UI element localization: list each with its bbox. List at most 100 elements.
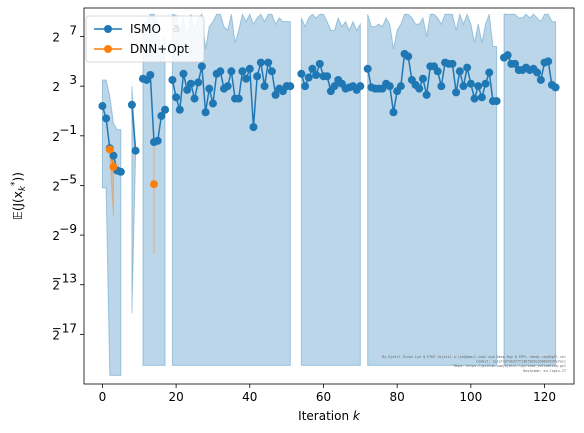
dnn-opt-point [105,145,114,154]
x-tick-label: 80 [390,390,405,404]
y-tick-exponent: −13 [52,272,77,286]
ismo-band-2 [142,13,166,366]
ismo-band-5 [367,12,498,366]
ismo-point [153,136,162,145]
legend: ISMO DNN+Opt [85,15,205,63]
ismo-point [131,146,140,155]
ismo-point [437,82,446,91]
ismo-point [396,82,405,91]
ismo-point [466,79,475,88]
ismo-point [238,67,247,76]
ismo-point [356,82,365,91]
x-tick-label: 100 [459,390,482,404]
ismo-point [404,52,413,61]
ismo-point [109,151,118,160]
ismo-point [312,71,321,80]
ismo-point [511,59,520,68]
ismo-point [433,67,442,76]
ismo-point [481,79,490,88]
ismo-point [194,78,203,87]
ismo-point [186,79,195,88]
ismo-point [470,94,479,103]
y-tick-label: 2 [52,31,60,45]
y-tick-label: 2 [52,279,60,293]
ismo-point [477,93,486,102]
ismo-point [315,59,324,68]
dnn-opt-point [150,180,158,189]
ismo-point [242,74,251,83]
ismo-point [452,88,461,97]
ismo-point [551,83,560,92]
ismo-point [116,167,125,176]
ismo-point [286,82,295,91]
ismo-point [415,84,424,93]
ismo-band-3 [171,12,291,366]
ismo-point [422,90,431,99]
y-tick-label: 2 [52,80,60,94]
ismo-point [485,68,494,77]
ismo-point [455,67,464,76]
y-tick-exponent: −1 [59,123,77,137]
ismo-point [201,108,210,117]
legend-marker [104,25,112,33]
watermark-line: Commit: 1e1ef43f9b3f7f13873b5e1b68b453fe… [476,360,566,364]
ismo-point [492,97,501,106]
x-tick-label: 40 [242,390,257,404]
watermark-line: Repo: https://github.com/kjetil-lye/isme… [454,364,566,368]
y-axis-label: 𝔼(J(xk*)) [10,172,28,220]
ismo-point [175,105,184,114]
watermark-line: Hostname: eu-login-27 [523,369,566,373]
ismo-point [190,94,199,103]
x-axis-ticks: 0 20 40 60 80 100 120 [99,384,556,404]
ismo-point [146,71,155,80]
plot-frame [83,7,575,385]
ismo-point [168,75,177,84]
ismo-point [267,67,276,76]
y-tick-exponent: 7 [69,24,77,38]
ismo-point [544,57,553,66]
y-tick-exponent: 3 [69,73,77,87]
ismo-line-1 [131,104,137,151]
x-axis-label-k: k [353,409,361,423]
ismo-point [98,102,107,111]
y-tick-label: 2 [52,179,60,193]
y-tick-label: 2 [52,229,60,243]
ismo-point [385,82,394,91]
ismo-point [197,62,206,71]
ismo-point [172,93,181,102]
x-tick-label: 0 [99,390,107,404]
ismo-point [234,94,243,103]
ismo-point [271,90,280,99]
ismo-point [157,111,166,120]
ismo-point [448,59,457,68]
series-points [98,49,560,189]
ismo-band-4 [300,13,361,366]
ismo-point [102,114,111,123]
y-tick-exponent: −9 [59,222,77,236]
ismo-point [256,58,265,67]
ismo-point [308,64,317,73]
y-tick-exponent: −5 [59,172,77,186]
ismo-point [264,58,273,67]
ismo-point [208,99,217,108]
y-axis-label-superscript: * [10,181,20,186]
ismo-point [161,105,170,114]
legend-box [85,15,205,63]
y-axis-label-subscript: k [18,185,28,191]
ismo-point [223,82,232,91]
ismo-band-0 [101,79,122,376]
ismo-point [503,51,512,60]
ismo-point [183,85,192,94]
ismo-point [253,72,262,81]
ismo-band-6 [503,13,557,366]
ismo-point [418,74,427,83]
ismo-point [533,68,542,77]
x-tick-label: 20 [168,390,183,404]
y-tick-label: 2 [52,328,60,342]
legend-label: ISMO [130,22,161,36]
ismo-point [301,82,310,91]
watermark-line: By Kjetil Olsen Lye @ ETHZ <kjetil.o.lye… [382,355,566,359]
ismo-point [245,64,254,73]
y-tick-exponent: −17 [52,321,77,335]
ismo-point [323,72,332,81]
